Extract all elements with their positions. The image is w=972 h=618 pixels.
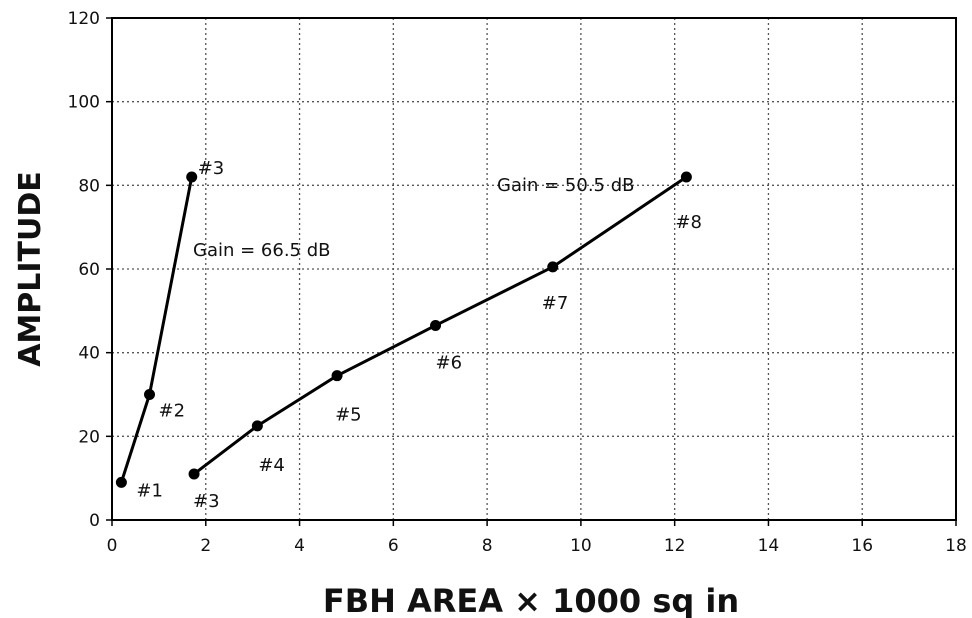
x-tick-label: 4 — [294, 536, 305, 556]
y-tick-label: 80 — [78, 176, 100, 196]
x-tick-label: 6 — [388, 536, 399, 556]
x-tick-label: 2 — [200, 536, 211, 556]
series-2: #3 #4 #5 #6 #7 #8 Gain = 50.5 dB — [188, 171, 702, 512]
x-tick-label: 14 — [758, 536, 780, 556]
series-line — [119, 176, 194, 483]
x-tick-label: 16 — [851, 536, 873, 556]
data-point — [680, 171, 692, 183]
y-tick-label: 20 — [78, 427, 100, 447]
data-point — [251, 420, 263, 432]
y-tick-label: 40 — [78, 344, 100, 364]
x-tick-label: 12 — [664, 536, 686, 556]
x-tick-label: 10 — [570, 536, 592, 556]
y-tick-label: 120 — [68, 9, 100, 29]
grid-lines — [112, 18, 956, 520]
gain-annotation: Gain = 50.5 dB — [497, 175, 635, 196]
data-point — [115, 476, 127, 488]
point-label: #3 — [193, 491, 220, 512]
data-point — [430, 319, 442, 331]
point-label: #6 — [436, 352, 463, 373]
y-tick-label: 60 — [78, 260, 100, 280]
point-label: #4 — [258, 455, 285, 476]
y-axis-ticks: 0 20 40 60 80 100 120 — [68, 9, 112, 531]
data-point — [144, 389, 156, 400]
x-axis-ticks: 0 2 4 6 8 10 12 14 16 18 — [107, 520, 967, 556]
x-axis-label: FBH AREA × 1000 sq in — [323, 582, 739, 618]
y-tick-label: 0 — [89, 511, 100, 531]
point-label: #7 — [542, 293, 569, 314]
point-label: #2 — [159, 401, 186, 422]
y-axis-label: AMPLITUDE — [13, 171, 48, 367]
x-tick-label: 18 — [945, 536, 967, 556]
x-tick-label: 8 — [482, 536, 493, 556]
point-label: #8 — [675, 212, 702, 233]
data-point — [331, 370, 343, 382]
series-1: #1 #2 #3 Gain = 66.5 dB — [115, 158, 331, 501]
point-label: #1 — [136, 480, 163, 501]
y-tick-label: 100 — [68, 93, 100, 113]
gain-annotation: Gain = 66.5 dB — [193, 240, 331, 261]
point-label: #3 — [198, 158, 225, 179]
series-line — [193, 175, 688, 476]
data-point — [186, 171, 198, 183]
data-point — [547, 261, 559, 273]
x-tick-label: 0 — [107, 536, 118, 556]
point-label: #5 — [335, 405, 362, 426]
data-point — [188, 468, 200, 480]
series-group: #1 #2 #3 Gain = 66.5 dB #3 #4 #5 #6 #7 #8 Gain = 5… — [115, 158, 702, 512]
